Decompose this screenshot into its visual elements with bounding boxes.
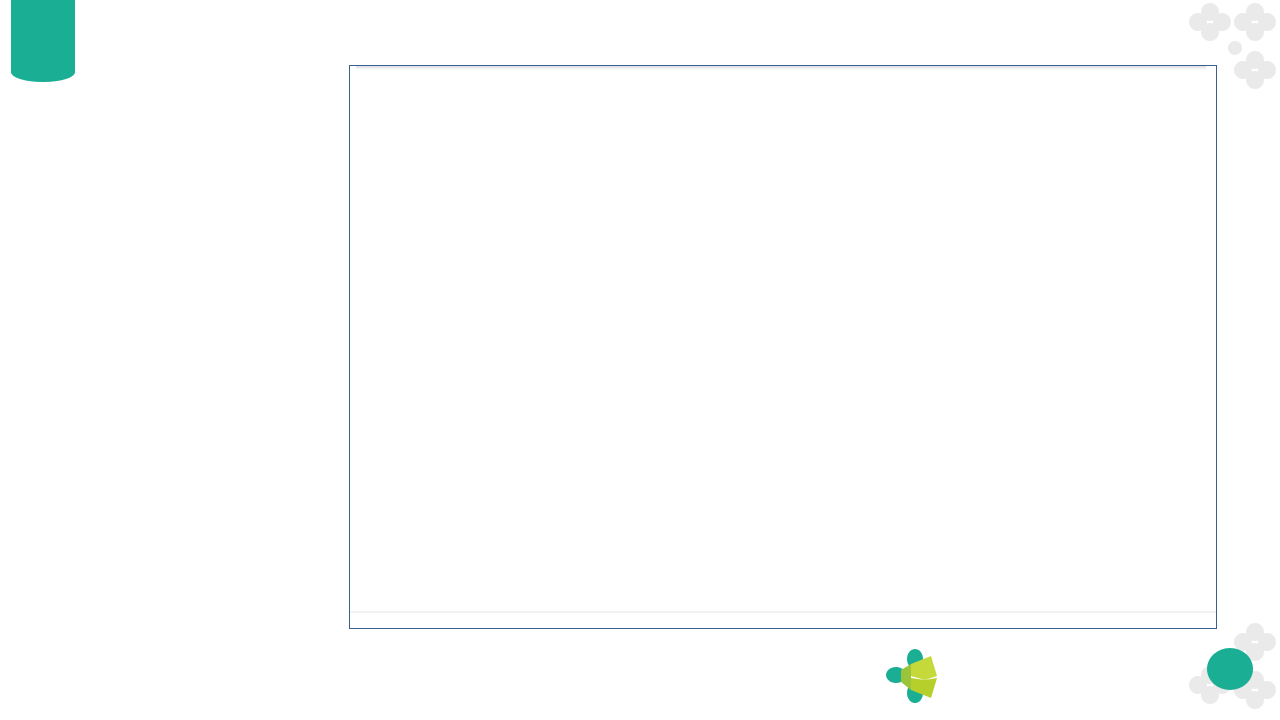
kemenkes-logo: [885, 648, 1175, 706]
kemenkes-logo-icon: [886, 649, 937, 703]
decorative-dot: [1207, 648, 1253, 690]
decorative-pattern-top-right: [1189, 3, 1276, 89]
decorative-pattern-bottom-right: [1189, 623, 1276, 709]
title-accent-tab: [11, 0, 75, 82]
dashboard-canvas: [350, 611, 1216, 613]
dashboard-top-bar: [356, 66, 1206, 70]
flunet-dashboard: [349, 65, 1217, 629]
